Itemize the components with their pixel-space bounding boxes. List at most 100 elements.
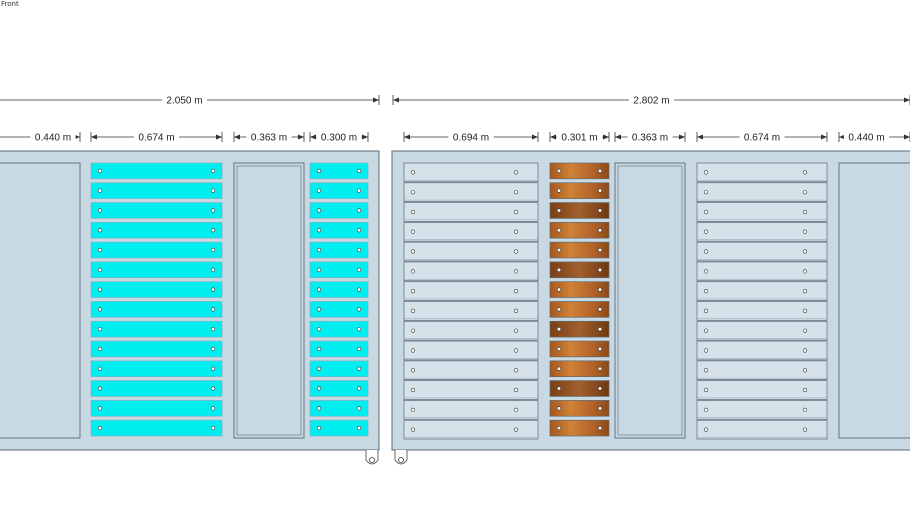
drawer-knob <box>556 346 562 352</box>
drawer-knob <box>513 407 519 412</box>
dimension-label: 2.050 m <box>166 96 202 107</box>
dimension-arrow <box>91 134 97 140</box>
drawer-knob <box>597 267 603 272</box>
drawer-front <box>549 182 610 199</box>
dimension-total-left: 2.050 m <box>0 93 380 107</box>
dimension-arrow <box>550 134 556 140</box>
drawer-knob <box>556 307 562 312</box>
drawer-knob <box>356 327 362 332</box>
dimension-label-bg <box>246 130 292 143</box>
drawer-front <box>696 202 828 222</box>
drawer-knob <box>97 366 103 371</box>
drawer-front <box>309 301 369 318</box>
drawer-knob <box>316 406 322 411</box>
drawer-front <box>696 301 828 321</box>
dimension-left-segment: 0.440 m <box>0 130 81 144</box>
dimension-label-bg <box>161 93 208 106</box>
drawer-knob <box>356 426 362 431</box>
drawer-front <box>696 281 828 301</box>
drawer-front <box>549 400 610 417</box>
dimension-label: 0.363 m <box>251 133 287 144</box>
dimension-label-bg <box>30 130 76 143</box>
drawer-front <box>549 320 610 338</box>
drawer-knob <box>210 228 216 233</box>
dimension-label: 0.300 m <box>321 133 357 144</box>
drawer-front <box>90 400 223 417</box>
hinge-layer <box>365 450 408 465</box>
dimension-arrow <box>697 134 703 140</box>
drawer-front <box>90 241 223 259</box>
drawer-knob <box>410 348 416 353</box>
dimension-arrow <box>615 134 621 140</box>
drawer-knob <box>97 168 103 173</box>
drawer-knob <box>556 188 562 193</box>
drawer-knob <box>210 406 216 411</box>
drawer-knob <box>410 229 416 234</box>
drawer-front <box>696 400 828 420</box>
drawer-front <box>549 281 610 298</box>
drawer-front <box>403 281 539 301</box>
dimension-label-bg <box>448 130 494 143</box>
hinge-pin <box>398 457 404 463</box>
drawer-front <box>403 261 539 282</box>
drawer-knob <box>802 289 808 294</box>
drawer-knob <box>97 208 103 213</box>
drawer-knob <box>597 327 603 332</box>
hinge-bracket <box>394 450 408 465</box>
dimension-arrow <box>234 134 240 140</box>
cabinet-units <box>0 150 910 451</box>
drawer-knob <box>556 287 562 292</box>
drawer-knob <box>703 308 709 313</box>
drawer-knob <box>513 368 519 373</box>
hinge-icon <box>394 450 408 465</box>
drawer-knob <box>513 209 519 215</box>
drawer-front <box>549 360 610 377</box>
drawer-knob <box>513 190 519 195</box>
drawer-front <box>90 360 223 377</box>
drawer-knob <box>556 208 562 213</box>
drawer-front <box>90 301 223 318</box>
drawer-knob <box>97 247 103 253</box>
drawer-knob <box>703 209 709 215</box>
drawer-knob <box>597 188 603 193</box>
drawer-knob <box>316 267 322 272</box>
drawer-front <box>403 301 539 321</box>
dimension-label: 0.363 m <box>632 133 668 144</box>
drawer-front <box>309 320 369 338</box>
drawer-knob <box>210 346 216 352</box>
dimension-label-bg <box>739 130 785 143</box>
dimension-arrow <box>904 97 910 103</box>
drawer-knob <box>316 228 322 233</box>
drawer-knob <box>802 348 808 353</box>
cabinet-unit-right <box>391 150 910 451</box>
drawer-front <box>309 400 369 417</box>
dimension-total-right: 2.802 m <box>392 93 910 107</box>
drawer-knob <box>597 307 603 312</box>
dimension-label-bg <box>627 130 673 143</box>
drawer-knob <box>316 327 322 332</box>
drawer-front <box>549 222 610 239</box>
drawer-knob <box>597 386 603 391</box>
view-label: Front <box>1 0 19 8</box>
drawer-knob <box>802 209 808 215</box>
dimension-label-bg <box>556 130 603 143</box>
dimension-label-bg <box>628 93 675 106</box>
drawer-knob <box>210 327 216 332</box>
door-panel <box>233 162 305 439</box>
drawer-knob <box>556 327 562 332</box>
drawer-knob <box>356 406 362 411</box>
drawer-knob <box>210 426 216 431</box>
drawer-knob <box>356 346 362 352</box>
drawer-knob <box>97 327 103 332</box>
drawer-knob <box>410 289 416 294</box>
drawer-knob <box>802 229 808 234</box>
drawer-knob <box>210 188 216 193</box>
drawer-front <box>403 419 539 440</box>
drawer-knob <box>210 366 216 371</box>
dimension-arrow <box>532 134 538 140</box>
drawer-knob <box>556 366 562 371</box>
drawer-knob <box>802 407 808 412</box>
dimension-arrow <box>393 97 399 103</box>
dimension-arrow <box>839 134 845 140</box>
